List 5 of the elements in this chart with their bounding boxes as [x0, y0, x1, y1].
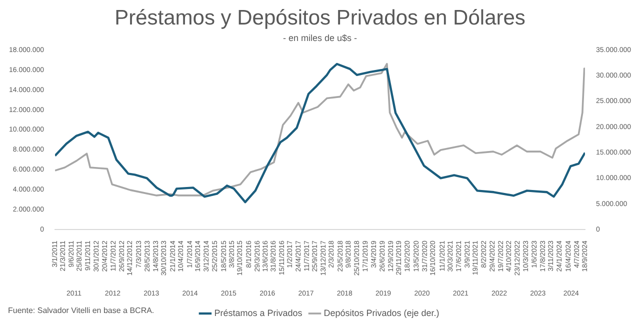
legend-label: Préstamos a Privados [214, 308, 303, 318]
legend-label: Depósitos Privados (eje der.) [324, 308, 440, 318]
source-note: Fuente: Salvador Vitelli en base a BCRA. [8, 306, 154, 315]
chart-subtitle: - en miles de u$s - [282, 33, 358, 44]
chart-title: Préstamos y Depósitos Privados en Dólares [114, 6, 526, 30]
